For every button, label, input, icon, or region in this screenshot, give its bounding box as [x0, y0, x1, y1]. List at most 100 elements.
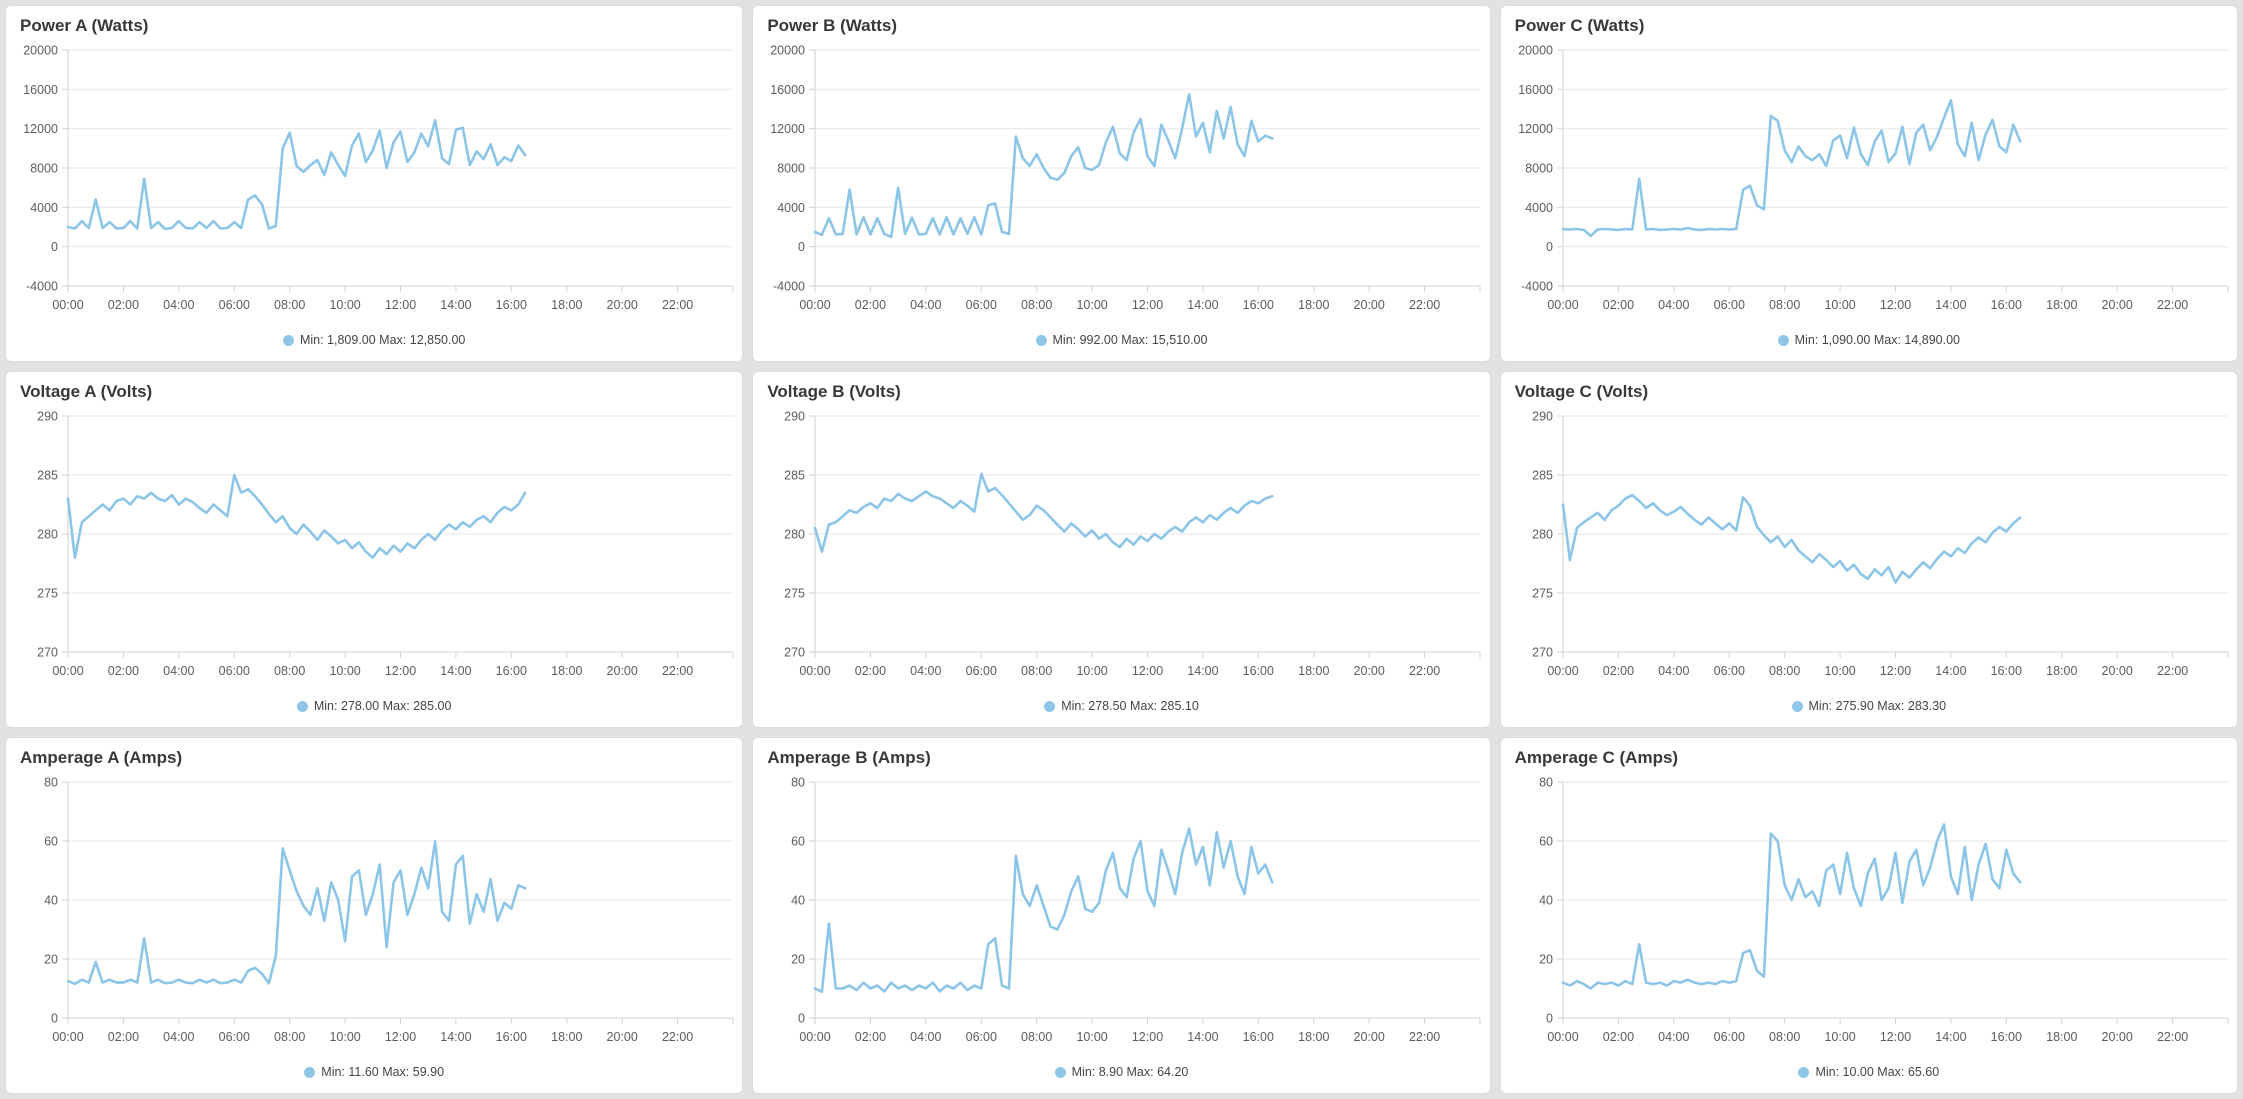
svg-text:02:00: 02:00 [1602, 298, 1633, 312]
svg-text:02:00: 02:00 [855, 664, 886, 678]
svg-text:16000: 16000 [771, 83, 806, 97]
chart-card-power-b: Power B (Watts) -4000 0 4000 8000 12000 16000… [752, 5, 1491, 362]
svg-text:12:00: 12:00 [1880, 298, 1911, 312]
svg-text:10:00: 10:00 [1824, 1030, 1855, 1044]
svg-text:02:00: 02:00 [855, 298, 886, 312]
chart-card-amperage-c: Amperage C (Amps) 0 20 40 60 80 00:00 02:00 04:… [1499, 737, 2238, 1094]
svg-text:00:00: 00:00 [800, 1030, 831, 1044]
chart-plot-area[interactable]: 270 275 280 285 290 00:00 02:00 04:00 06:00 08:00… [753, 404, 1489, 696]
chart-plot-area[interactable]: -4000 0 4000 8000 12000 16000 20000 00:00 02:00 0… [6, 38, 742, 330]
svg-text:04:00: 04:00 [163, 664, 194, 678]
svg-text:06:00: 06:00 [966, 1030, 997, 1044]
chart-legend[interactable]: Min: 11.60 Max: 59.90 [6, 1062, 742, 1082]
svg-text:285: 285 [784, 469, 805, 483]
svg-text:4000: 4000 [30, 201, 58, 215]
svg-text:12:00: 12:00 [385, 298, 416, 312]
svg-text:00:00: 00:00 [1547, 1030, 1578, 1044]
svg-text:04:00: 04:00 [1658, 1030, 1689, 1044]
legend-series-dot-icon [304, 1066, 316, 1078]
svg-text:12:00: 12:00 [1880, 664, 1911, 678]
svg-text:290: 290 [1532, 410, 1553, 424]
svg-text:-4000: -4000 [1521, 280, 1553, 294]
svg-text:14:00: 14:00 [1188, 298, 1219, 312]
chart-legend[interactable]: Min: 10.00 Max: 65.60 [1501, 1062, 2237, 1082]
svg-text:04:00: 04:00 [1658, 298, 1689, 312]
svg-text:285: 285 [1532, 469, 1553, 483]
chart-plot-area[interactable]: 0 20 40 60 80 00:00 02:00 04:00 06:00 08:00 10:00 1… [6, 770, 742, 1062]
chart-legend[interactable]: Min: 278.00 Max: 285.00 [6, 696, 742, 716]
chart-plot-area[interactable]: 0 20 40 60 80 00:00 02:00 04:00 06:00 08:00 10:00 1… [1501, 770, 2237, 1062]
chart-plot-area[interactable]: -4000 0 4000 8000 12000 16000 20000 00:00 02:00 0… [1501, 38, 2237, 330]
svg-text:12:00: 12:00 [385, 664, 416, 678]
svg-text:04:00: 04:00 [910, 664, 941, 678]
svg-text:14:00: 14:00 [440, 1030, 471, 1044]
svg-text:10:00: 10:00 [1077, 1030, 1108, 1044]
svg-text:12:00: 12:00 [1132, 1030, 1163, 1044]
svg-text:60: 60 [1539, 835, 1553, 849]
svg-text:10:00: 10:00 [1077, 664, 1108, 678]
svg-text:02:00: 02:00 [108, 298, 139, 312]
svg-text:08:00: 08:00 [274, 298, 305, 312]
svg-text:8000: 8000 [30, 162, 58, 176]
svg-text:12:00: 12:00 [385, 1030, 416, 1044]
chart-legend[interactable]: Min: 278.50 Max: 285.10 [753, 696, 1489, 716]
chart-plot-area[interactable]: 270 275 280 285 290 00:00 02:00 04:00 06:00 08:00… [1501, 404, 2237, 696]
chart-title: Power B (Watts) [767, 16, 898, 35]
svg-text:04:00: 04:00 [163, 1030, 194, 1044]
svg-text:18:00: 18:00 [2046, 1030, 2077, 1044]
chart-card-power-c: Power C (Watts) -4000 0 4000 8000 12000 16000… [1499, 5, 2238, 362]
svg-text:-4000: -4000 [773, 280, 805, 294]
svg-text:270: 270 [1532, 646, 1553, 660]
svg-text:00:00: 00:00 [1547, 298, 1578, 312]
svg-text:270: 270 [37, 646, 58, 660]
legend-series-dot-icon [1035, 334, 1047, 346]
svg-text:0: 0 [1546, 240, 1553, 254]
chart-title: Power C (Watts) [1514, 16, 1645, 35]
svg-text:40: 40 [1539, 894, 1553, 908]
svg-text:20: 20 [791, 953, 805, 967]
svg-text:20:00: 20:00 [2101, 664, 2132, 678]
legend-minmax-label: Min: 278.50 Max: 285.10 [1061, 699, 1199, 713]
svg-text:22:00: 22:00 [662, 664, 693, 678]
legend-series-dot-icon [1798, 1066, 1810, 1078]
svg-text:280: 280 [37, 528, 58, 542]
svg-text:12:00: 12:00 [1132, 298, 1163, 312]
chart-plot-area[interactable]: 0 20 40 60 80 00:00 02:00 04:00 06:00 08:00 10:00 1… [753, 770, 1489, 1062]
svg-text:18:00: 18:00 [551, 298, 582, 312]
svg-text:08:00: 08:00 [1021, 664, 1052, 678]
chart-card-amperage-a: Amperage A (Amps) 0 20 40 60 80 00:00 02:00 04:… [5, 737, 744, 1094]
svg-text:08:00: 08:00 [1021, 1030, 1052, 1044]
chart-plot-area[interactable]: 270 275 280 285 290 00:00 02:00 04:00 06:00 08:00… [6, 404, 742, 696]
chart-legend[interactable]: Min: 992.00 Max: 15,510.00 [753, 330, 1489, 350]
legend-minmax-label: Min: 8.90 Max: 64.20 [1071, 1065, 1189, 1079]
legend-minmax-label: Min: 275.90 Max: 283.30 [1808, 699, 1947, 713]
chart-title: Amperage C (Amps) [1514, 748, 1679, 767]
legend-series-dot-icon [296, 700, 308, 712]
svg-text:12000: 12000 [771, 122, 806, 136]
svg-text:04:00: 04:00 [910, 1030, 941, 1044]
svg-text:08:00: 08:00 [1769, 664, 1800, 678]
svg-text:10:00: 10:00 [1824, 664, 1855, 678]
chart-legend[interactable]: Min: 275.90 Max: 283.30 [1501, 696, 2237, 716]
svg-text:14:00: 14:00 [440, 664, 471, 678]
svg-text:00:00: 00:00 [52, 1030, 83, 1044]
legend-series-dot-icon [1791, 700, 1803, 712]
legend-minmax-label: Min: 11.60 Max: 59.90 [321, 1065, 445, 1079]
svg-text:12000: 12000 [23, 122, 58, 136]
chart-title: Amperage B (Amps) [767, 748, 931, 767]
svg-text:80: 80 [1539, 776, 1553, 790]
svg-text:40: 40 [791, 894, 805, 908]
svg-text:10:00: 10:00 [329, 298, 360, 312]
svg-text:280: 280 [784, 528, 805, 542]
chart-legend[interactable]: Min: 8.90 Max: 64.20 [753, 1062, 1489, 1082]
chart-plot-area[interactable]: -4000 0 4000 8000 12000 16000 20000 00:00 02:00 0… [753, 38, 1489, 330]
chart-legend[interactable]: Min: 1,809.00 Max: 12,850.00 [6, 330, 742, 350]
svg-text:16:00: 16:00 [496, 1030, 527, 1044]
svg-text:20:00: 20:00 [2101, 1030, 2132, 1044]
legend-minmax-label: Min: 10.00 Max: 65.60 [1815, 1065, 1940, 1079]
svg-text:00:00: 00:00 [800, 298, 831, 312]
svg-text:60: 60 [791, 835, 805, 849]
legend-series-dot-icon [1044, 700, 1056, 712]
chart-legend[interactable]: Min: 1,090.00 Max: 14,890.00 [1501, 330, 2237, 350]
